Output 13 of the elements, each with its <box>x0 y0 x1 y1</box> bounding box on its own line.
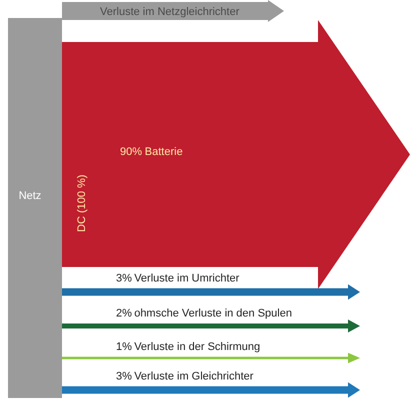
category-label: Verluste im Umrichter <box>134 272 240 284</box>
data-label: 3% <box>116 370 132 382</box>
text: Verluste im Netzgleichrichter <box>100 6 240 18</box>
data-label: 1% <box>116 340 132 353</box>
data-label: 2% <box>116 308 132 320</box>
data-label: 3% <box>116 272 132 284</box>
text: Netz <box>18 190 42 202</box>
text: DC (100 %) <box>76 174 88 232</box>
category-label: Verluste in der Schirmung <box>134 340 260 353</box>
category-label: ohmsche Verluste in den Spulen <box>134 308 292 320</box>
category-label: Batterie <box>144 146 183 158</box>
category-label: Verluste im Gleichrichter <box>134 370 254 382</box>
data-label: 90% <box>120 146 142 158</box>
